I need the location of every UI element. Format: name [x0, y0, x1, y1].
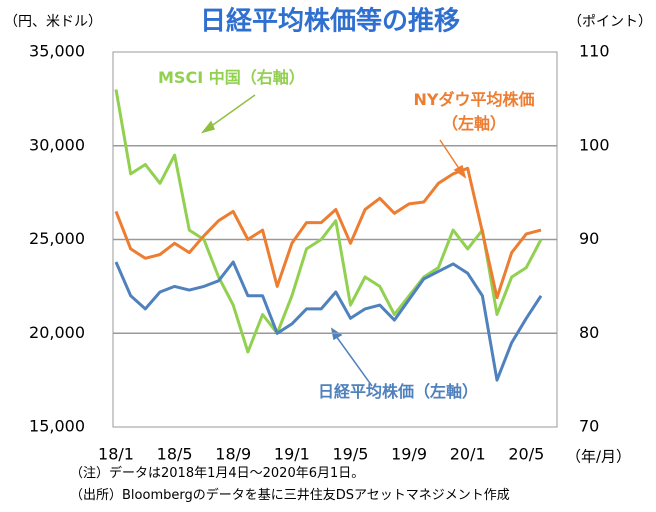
series-label: 日経平均株価（左軸） — [318, 382, 479, 401]
x-tick-label: 19/1 — [274, 445, 310, 464]
series-line — [114, 260, 543, 382]
y2-tick-label: 110 — [579, 42, 610, 61]
series-line — [114, 166, 542, 300]
x-tick-label: 20/1 — [450, 445, 486, 464]
x-tick-label: 18/5 — [157, 445, 193, 464]
y-axis-label: （円、米ドル） — [4, 14, 102, 30]
note: （出所）Bloombergのデータを基に三井住友DSアセットマネジメント作成 — [70, 488, 510, 503]
y-tick-label: 25,000 — [29, 229, 85, 248]
x-tick-label: 19/5 — [333, 445, 369, 464]
x-tick-label: 19/9 — [391, 445, 427, 464]
series-label: MSCI 中国（右軸） — [158, 68, 305, 87]
x-tick-label: 18/9 — [215, 445, 251, 464]
y-tick-label: 30,000 — [29, 135, 85, 154]
y2-axis-label: （ポイント） — [568, 14, 652, 30]
y-tick-label: 35,000 — [29, 42, 85, 61]
y2-tick-label: 100 — [579, 135, 610, 154]
y-tick-label: 15,000 — [29, 417, 85, 436]
chart-title: 日経平均株価等の推移 — [200, 6, 460, 37]
x-axis-label: （年/月） — [566, 448, 631, 466]
y-tick-label: 20,000 — [29, 323, 85, 342]
series-label: NYダウ平均株価 （左軸） — [413, 90, 535, 133]
y2-tick-label: 90 — [579, 229, 599, 248]
series-line — [114, 89, 543, 354]
y2-tick-label: 70 — [579, 417, 599, 436]
y2-tick-label: 80 — [579, 323, 599, 342]
x-tick-label: 20/5 — [508, 445, 544, 464]
note: （注）データは2018年1月4日～2020年6月1日。 — [70, 466, 365, 481]
x-tick-label: 18/1 — [98, 445, 134, 464]
